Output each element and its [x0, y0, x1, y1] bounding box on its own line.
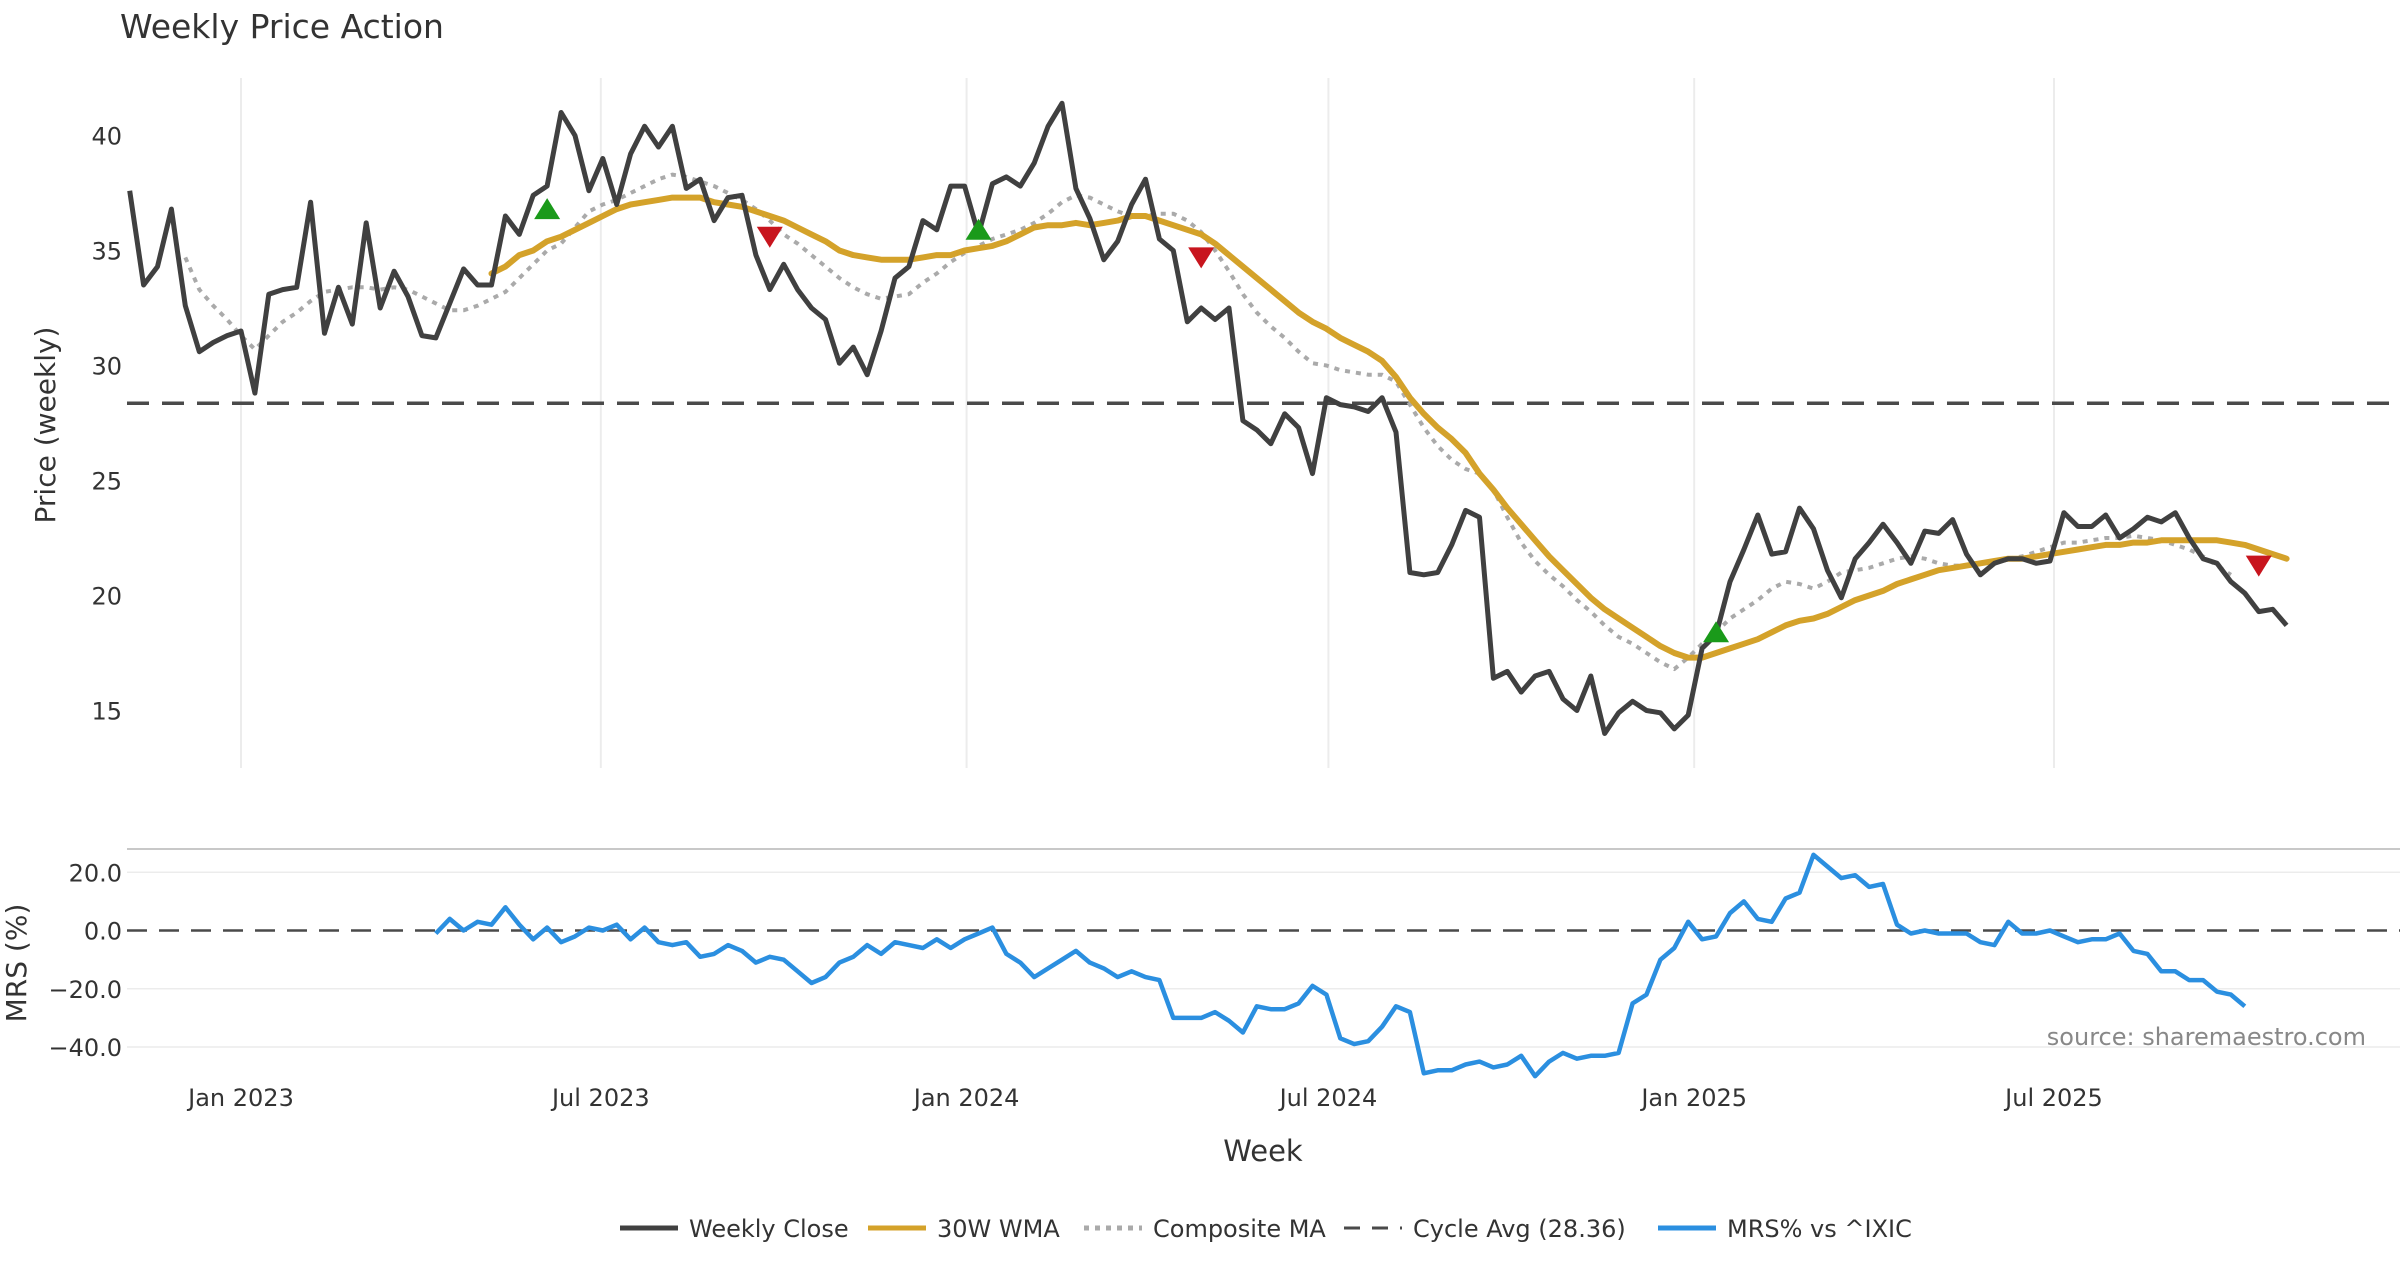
mrs-y-tick-labels: 20.0 0.0 −20.0 −40.0	[48, 859, 122, 1062]
price-y-tick-labels: 15 20 25 30 35 40	[91, 123, 122, 726]
x-tick-2: Jan 2024	[912, 1084, 1020, 1112]
buy-signal-0	[534, 198, 561, 220]
x-tick-0: Jan 2023	[186, 1084, 294, 1112]
buy-signal-2	[1703, 621, 1730, 643]
mrs-y-tick-1: 0.0	[84, 918, 122, 946]
legend-label-2: Composite MA	[1153, 1215, 1326, 1243]
source-note: source: sharemaestro.com	[2047, 1023, 2366, 1051]
weekly-close-line	[127, 100, 2289, 736]
legend-label-3: Cycle Avg (28.36)	[1413, 1215, 1626, 1243]
legend-label-0: Weekly Close	[689, 1215, 849, 1243]
mrs-y-tick-3: −40.0	[48, 1034, 122, 1062]
mrs-line	[434, 852, 2247, 1079]
x-tick-1: Jul 2023	[550, 1084, 650, 1112]
legend-label-1: 30W WMA	[937, 1215, 1060, 1243]
x-tick-3: Jul 2024	[1278, 1084, 1378, 1112]
chart-title: Weekly Price Action	[120, 7, 444, 46]
buy-signal-1	[965, 218, 992, 240]
sell-signal-1	[1188, 247, 1215, 269]
legend: Weekly Close 30W WMA Composite MA Cycle Avg…	[620, 1215, 1912, 1243]
x-tick-4: Jan 2025	[1639, 1084, 1747, 1112]
mrs-y-axis-label: MRS (%)	[0, 904, 33, 1023]
price-y-tick-4: 35	[91, 238, 122, 266]
price-y-axis-label: Price (weekly)	[29, 327, 62, 524]
mrs-y-tick-0: 20.0	[69, 859, 122, 887]
wma-30-line	[488, 194, 2290, 661]
mrs-y-tick-2: −20.0	[48, 976, 122, 1004]
price-y-tick-2: 25	[91, 468, 122, 496]
sell-signal-2	[2245, 555, 2272, 577]
price-y-tick-5: 40	[91, 123, 122, 151]
x-axis-label: Week	[1223, 1134, 1303, 1168]
price-y-tick-0: 15	[91, 698, 122, 726]
mrs-grid	[127, 871, 2400, 1048]
x-tick-labels: Jan 2023 Jul 2023 Jan 2024 Jul 2024 Jan 2025…	[186, 1084, 2103, 1112]
price-y-tick-3: 30	[91, 353, 122, 381]
legend-label-4: MRS% vs ^IXIC	[1727, 1215, 1912, 1243]
x-tick-5: Jul 2025	[2003, 1084, 2103, 1112]
sell-signal-0	[756, 226, 783, 248]
price-y-tick-1: 20	[91, 583, 122, 611]
signal-markers	[534, 198, 2272, 643]
